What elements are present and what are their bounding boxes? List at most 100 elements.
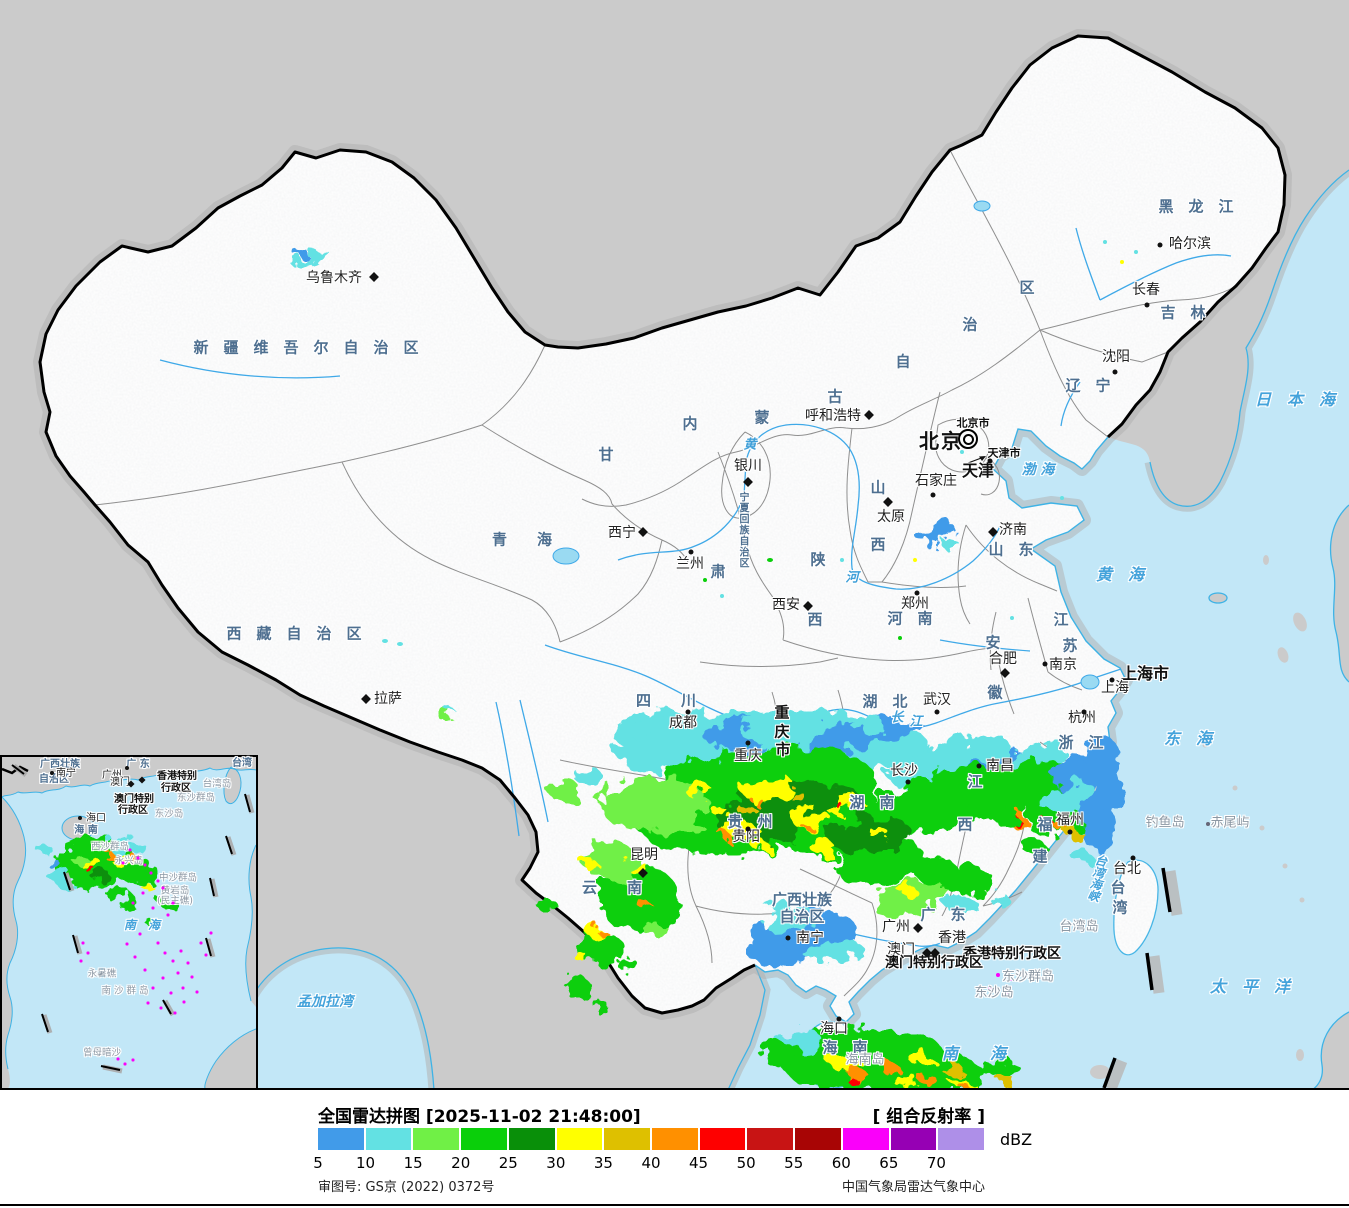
city-marker	[173, 1011, 177, 1015]
map-label: 湖 北	[862, 692, 908, 711]
radar-echo	[990, 894, 1010, 906]
city-marker	[685, 709, 691, 715]
radar-echo	[946, 896, 978, 914]
city-marker	[179, 949, 183, 953]
radar-echo	[644, 922, 668, 938]
colorbar-cell-50	[747, 1128, 794, 1150]
map-label: 黄 海	[1095, 565, 1145, 584]
radar-echo	[829, 1055, 861, 1071]
city-marker	[785, 935, 791, 941]
radar-echo	[751, 798, 763, 804]
map-label: 陕	[810, 550, 826, 569]
map-label: 澳门	[887, 942, 915, 958]
city-marker	[976, 763, 982, 769]
radar-echo	[767, 558, 773, 562]
radar-echo	[1120, 260, 1124, 264]
city-marker	[1042, 661, 1048, 667]
radar-echo	[720, 594, 724, 598]
radar-echo	[576, 932, 624, 964]
radar-echo	[382, 639, 388, 643]
colorbar-cell-10	[365, 1128, 412, 1150]
city-marker	[176, 971, 180, 975]
radar-echo	[982, 1057, 1018, 1079]
map-label: 赤尾屿	[1210, 815, 1250, 831]
colorbar-tick: 50	[736, 1154, 756, 1172]
colorbar-tick: 40	[641, 1154, 661, 1172]
colorbar-unit: dBZ	[1000, 1129, 1033, 1149]
map-label: 西	[870, 535, 886, 554]
radar-echo	[290, 250, 330, 266]
city-marker	[195, 990, 199, 994]
map-label: 乌鲁木齐	[306, 270, 362, 286]
map-label: 南宁	[796, 930, 824, 946]
map-label: 兰州	[676, 556, 704, 572]
city-marker	[156, 879, 160, 883]
city-marker	[987, 458, 993, 464]
map-label: 东沙岛	[154, 808, 184, 820]
colorbar-tick: 65	[879, 1154, 899, 1172]
inset-canvas	[2, 757, 256, 1088]
city-marker	[156, 941, 160, 945]
radar-echo	[919, 536, 933, 544]
colorbar-tick: 15	[403, 1154, 423, 1172]
radar-echo	[703, 578, 707, 582]
city-marker	[128, 848, 132, 852]
radar-echo-layer	[290, 249, 1123, 1090]
inset-foreign-land	[2, 757, 256, 1088]
city-marker	[1206, 822, 1210, 826]
radar-echo	[600, 777, 710, 833]
map-label: 长	[890, 710, 904, 726]
city-marker	[1144, 302, 1150, 308]
map-label: 自	[895, 352, 911, 371]
map-label: 东沙群岛	[1001, 969, 1055, 985]
radar-echo	[85, 866, 95, 872]
map-label: 山 东	[988, 540, 1034, 559]
radar-echo	[913, 857, 957, 883]
map-label: 永暑礁	[87, 968, 117, 980]
colorbar-cell-65	[890, 1128, 937, 1150]
map-label: 西宁	[608, 525, 636, 541]
map-label: 长春	[1132, 282, 1160, 298]
china-radar-map: 新 疆 维 吾 尔 自 治 区西 藏 自 治 区 青 海 黑 龙 江吉 林辽 宁山 …	[0, 0, 1349, 1090]
map-label: 永兴岛	[114, 855, 144, 867]
radar-echo	[639, 902, 653, 910]
map-label: 庆	[774, 722, 790, 741]
map-label: 湾	[1112, 898, 1128, 917]
map-label: 四 川	[635, 691, 697, 710]
city-marker	[50, 771, 54, 775]
map-label: 黄岩岛	[160, 885, 190, 897]
city-marker	[914, 590, 920, 596]
city-marker	[136, 856, 140, 860]
radar-echo	[921, 1077, 939, 1087]
radar-echo	[721, 833, 731, 839]
map-label: 福	[1037, 815, 1053, 834]
map-label: 东沙群岛	[176, 792, 216, 804]
map-label: 蒙	[754, 408, 770, 427]
city-marker	[159, 1006, 163, 1010]
map-label: 湖 南	[849, 793, 895, 812]
colorbar-ticks: 5 10 15 20 25 30 35 40 45 50 55 60 65 70	[313, 1154, 1018, 1172]
map-label: 市	[775, 740, 791, 759]
colorbar-tick: 60	[831, 1154, 851, 1172]
map-label: 西	[807, 610, 823, 629]
radar-echo	[441, 712, 455, 724]
radar-echo	[1049, 822, 1071, 832]
radar-echo-specks	[382, 240, 1138, 994]
colorbar-tick: 55	[784, 1154, 804, 1172]
city-marker	[190, 975, 194, 979]
map-label: 河 南	[887, 609, 933, 628]
city-marker	[745, 740, 751, 746]
inset-echo-layer	[34, 839, 176, 926]
map-label: 青 海	[491, 530, 553, 549]
inset-sea	[2, 757, 256, 1088]
map-label: 辽 宁	[1065, 376, 1111, 395]
map-label: 成都	[669, 715, 697, 731]
map-label: 广州	[102, 770, 122, 781]
radar-echo	[1070, 849, 1090, 861]
map-license: 审图号: GS京 (2022) 0372号	[318, 1180, 495, 1195]
map-label: 南昌	[986, 758, 1014, 774]
map-label: 曾母暗沙	[82, 1047, 122, 1059]
colorbar-tick: 45	[689, 1154, 709, 1172]
legend-title: 全国雷达拼图 [2025-11-02 21:48:00]	[318, 1107, 641, 1127]
colorbar	[318, 1128, 985, 1150]
